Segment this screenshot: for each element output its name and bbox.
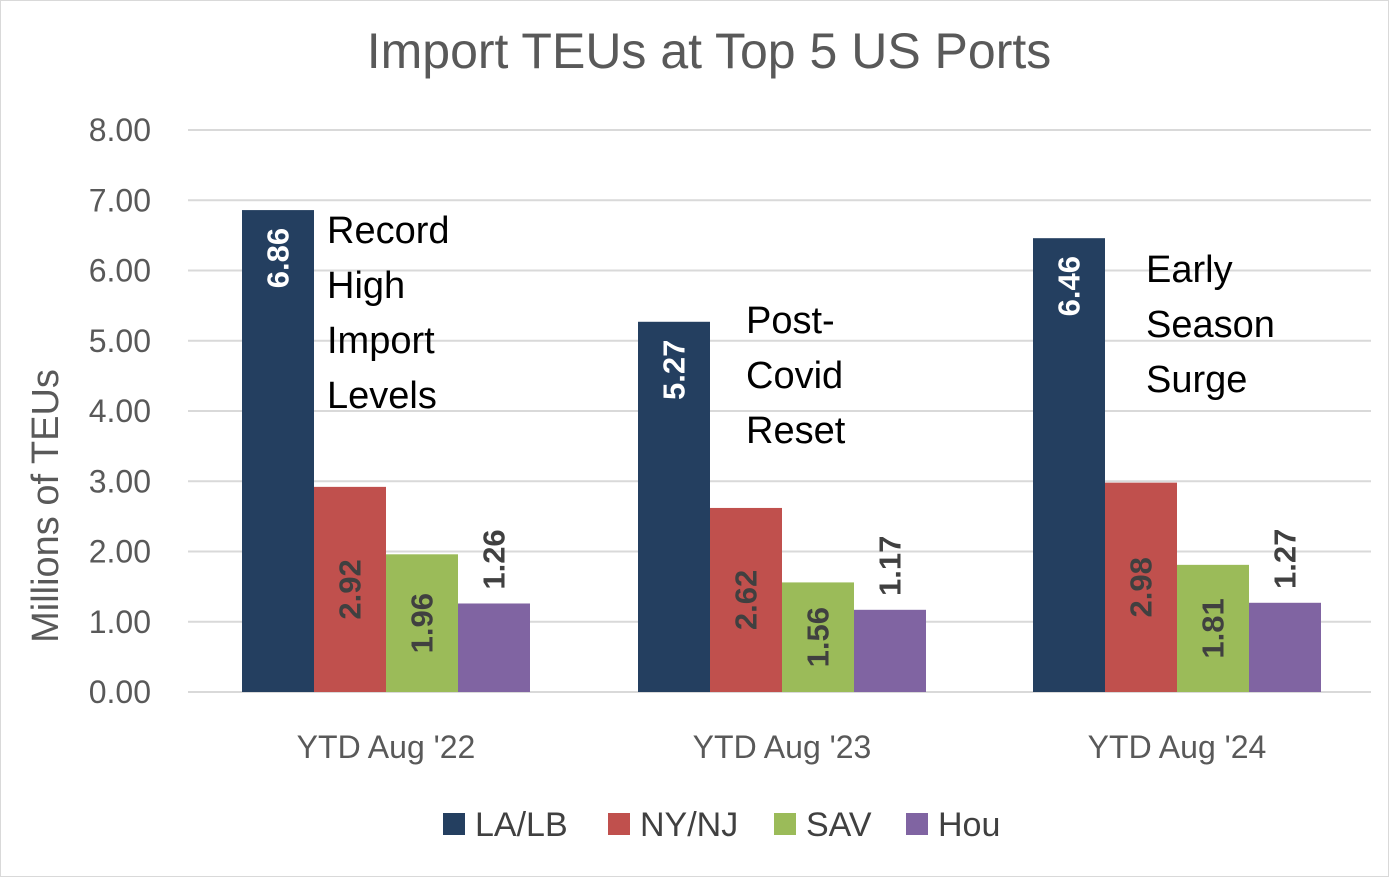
annotation-line: Import (327, 320, 435, 362)
annotation-line: Levels (327, 375, 437, 417)
bar-ny-nj (314, 486, 386, 692)
bar-hou (458, 603, 530, 692)
annotation-line: Covid (746, 355, 843, 397)
bar-hou (854, 609, 926, 692)
x-tick-label: YTD Aug '23 (693, 729, 872, 765)
bar-sav (1177, 564, 1249, 692)
x-tick-label: YTD Aug '22 (297, 729, 476, 765)
data-label: 6.46 (1052, 256, 1087, 316)
annotation-line: Surge (1146, 359, 1247, 401)
annotation-line: High (327, 265, 405, 307)
y-axis-ticks: 0.00 1.00 2.00 3.00 4.00 5.00 6.00 7.00 8.00 (89, 112, 151, 710)
data-label: 5.27 (657, 340, 692, 400)
bar-hou (1249, 602, 1321, 692)
data-label: 1.27 (1268, 529, 1303, 589)
annotation-line: Reset (746, 410, 846, 452)
y-tick-label: 8.00 (89, 112, 151, 148)
bar-la-lb (638, 321, 710, 692)
legend-label: NY/NJ (640, 806, 738, 844)
data-label: 6.86 (261, 228, 296, 288)
legend-label: Hou (938, 806, 1000, 844)
data-label: 1.81 (1196, 598, 1231, 658)
chart-title: Import TEUs at Top 5 US Ports (367, 23, 1052, 79)
y-tick-label: 3.00 (89, 463, 151, 499)
legend-label: SAV (806, 806, 872, 844)
bar-la-lb (1033, 238, 1105, 692)
bar-la-lb (242, 210, 314, 692)
legend-swatch (906, 813, 928, 835)
bar-sav (782, 582, 854, 692)
annotations: Record High Import Levels Post- Covid Reset Ear… (327, 210, 1275, 452)
y-tick-label: 0.00 (89, 674, 151, 710)
annotation-line: Early (1146, 249, 1233, 291)
annotation: Post- Covid Reset (746, 300, 846, 452)
bar-ny-nj (1105, 482, 1177, 692)
y-tick-label: 1.00 (89, 604, 151, 640)
y-tick-label: 2.00 (89, 534, 151, 570)
data-labels: 6.86 2.92 1.96 1.26 5.27 2.62 1.56 1.17 6.46 2.98… (261, 228, 1303, 667)
data-label: 2.62 (729, 570, 764, 630)
legend-swatch (608, 813, 630, 835)
data-label: 2.98 (1124, 557, 1159, 617)
data-label: 1.96 (405, 593, 440, 653)
y-axis-label: Millions of TEUs (25, 369, 67, 643)
annotation-line: Post- (746, 300, 835, 342)
data-label: 1.17 (873, 536, 908, 596)
annotation-line: Season (1146, 304, 1275, 346)
legend-swatch (774, 813, 796, 835)
bar-sav (386, 554, 458, 692)
bar-ny-nj (710, 507, 782, 692)
annotation: Early Season Surge (1146, 249, 1275, 401)
annotation-line: Record (327, 210, 450, 252)
bars (242, 210, 1321, 692)
y-tick-label: 5.00 (89, 323, 151, 359)
y-tick-label: 6.00 (89, 253, 151, 289)
legend-swatch (443, 813, 465, 835)
legend: LA/LB NY/NJ SAV Hou (443, 806, 1000, 844)
x-tick-label: YTD Aug '24 (1088, 729, 1267, 765)
y-tick-label: 7.00 (89, 182, 151, 218)
annotation: Record High Import Levels (327, 210, 450, 417)
x-axis-ticks: YTD Aug '22 YTD Aug '23 YTD Aug '24 (297, 729, 1267, 765)
legend-label: LA/LB (475, 806, 568, 844)
data-label: 1.56 (801, 607, 836, 667)
data-label: 2.92 (333, 559, 368, 619)
data-label: 1.26 (477, 529, 512, 589)
y-tick-label: 4.00 (89, 393, 151, 429)
